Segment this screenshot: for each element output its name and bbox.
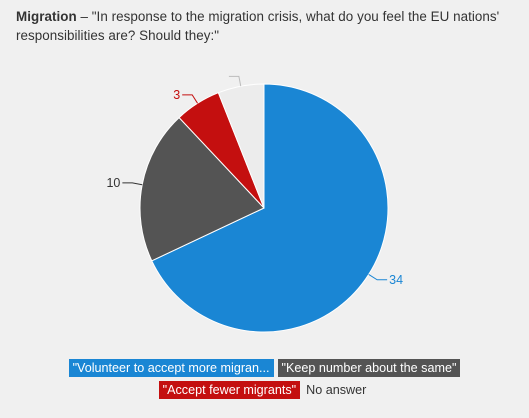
legend-row: "Accept fewer migrants" No answer: [0, 381, 529, 399]
chart-topic: Migration: [16, 9, 77, 24]
pie-slice-0[interactable]: [151, 83, 389, 333]
leader-line-0: [368, 274, 388, 281]
legend-item[interactable]: "Volunteer to accept more migran...: [68, 359, 274, 377]
legend-item[interactable]: "Accept fewer migrants": [158, 381, 301, 399]
chart-legend: "Volunteer to accept more migran... "Keep…: [0, 359, 529, 403]
legend-item[interactable]: No answer: [306, 383, 367, 397]
chart-question: "In response to the migration crisis, wh…: [16, 9, 500, 43]
leader-line-2: [182, 94, 198, 104]
header-separator: –: [76, 9, 92, 24]
legend-row: "Volunteer to accept more migran... "Keep…: [0, 359, 529, 377]
legend-item[interactable]: "Keep number about the same": [277, 359, 461, 377]
leader-line-1: [122, 182, 143, 186]
leader-line-3: [228, 75, 242, 87]
data-label-1: 10: [106, 176, 120, 190]
pie-slice-3[interactable]: [217, 83, 265, 209]
data-label-0: 34: [389, 273, 403, 287]
pie-slice-1[interactable]: [139, 116, 265, 262]
chart-header: Migration – "In response to the migratio…: [16, 7, 516, 45]
data-label-2: 3: [173, 88, 180, 102]
